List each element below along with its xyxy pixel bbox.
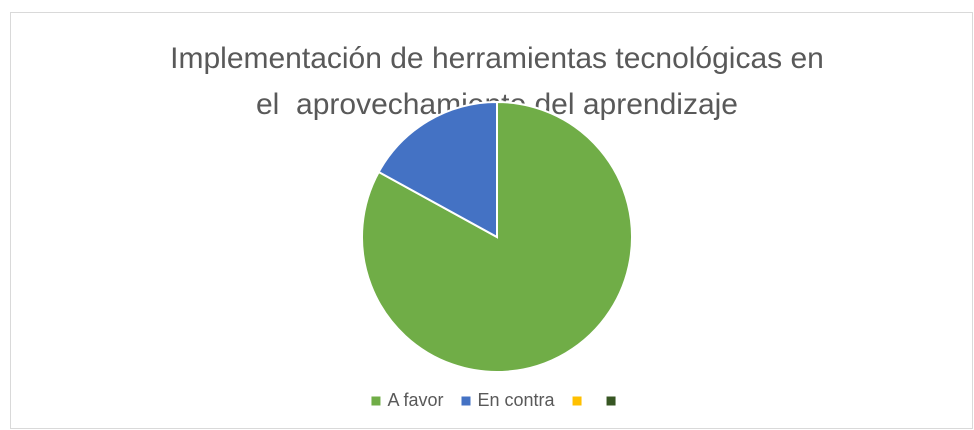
legend-swatch	[572, 396, 582, 406]
legend-label: En contra	[477, 390, 555, 410]
legend-swatch	[461, 396, 471, 406]
legend-swatch	[371, 396, 381, 406]
legend-label: A favor	[387, 390, 443, 410]
pie-slice	[377, 100, 498, 239]
legend: A favor En contra	[371, 390, 616, 410]
pie	[361, 100, 633, 373]
chart-title: Implementación de herramientas tecnológi…	[170, 42, 824, 75]
legend-swatch	[606, 396, 616, 406]
